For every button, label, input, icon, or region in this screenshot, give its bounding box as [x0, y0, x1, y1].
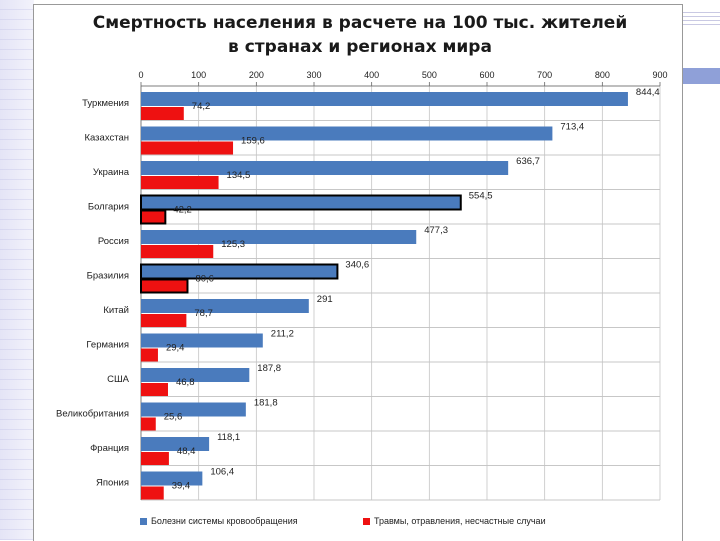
- data-label: 554,5: [469, 191, 493, 202]
- data-label: 211,2: [271, 329, 294, 340]
- category-label: Туркмения: [82, 98, 129, 109]
- legend-swatch-blue: [140, 518, 147, 526]
- data-label: 844,4: [636, 87, 660, 98]
- bar-injuries: [141, 486, 164, 500]
- category-label: Китай: [103, 305, 129, 316]
- x-tick-label: 500: [422, 70, 437, 80]
- x-tick-label: 600: [479, 70, 494, 80]
- bar-circulatory: [141, 437, 210, 451]
- bar-circulatory: [141, 92, 628, 106]
- chart-title-line-1: Смертность населения в расчете на 100 ты…: [92, 13, 628, 33]
- x-tick-label: 300: [306, 70, 321, 80]
- data-label: 78,7: [194, 308, 213, 319]
- legend-label-circulatory: Болезни системы кровообращения: [151, 516, 298, 526]
- right-decorative-lines: [670, 0, 720, 540]
- bar-circulatory: [141, 471, 203, 486]
- chart-title-line-2: в странах и регионах мира: [228, 37, 492, 57]
- bar-injuries: [141, 452, 169, 465]
- data-label: 713,4: [560, 122, 584, 133]
- legend-label-injuries: Травмы, отравления, несчастные случаи: [374, 516, 546, 526]
- data-label: 340,6: [345, 260, 369, 271]
- legend-item-circulatory: Болезни системы кровообращения: [140, 516, 298, 526]
- bar-circulatory: [140, 263, 339, 280]
- left-decorative-band: [0, 0, 34, 540]
- data-label: 39,4: [172, 481, 191, 492]
- bar-injuries: [140, 278, 189, 294]
- x-tick-label: 100: [191, 70, 206, 80]
- bar-injuries: [141, 245, 214, 258]
- data-label: 48,4: [177, 446, 196, 457]
- data-label: 42,2: [173, 205, 192, 216]
- bar-injuries: [141, 417, 156, 431]
- data-label: 159,6: [241, 136, 265, 147]
- category-label: Болгария: [88, 202, 129, 213]
- accent-box: [680, 68, 720, 84]
- bar-injuries: [140, 209, 167, 225]
- bar-injuries: [141, 383, 168, 396]
- data-label: 125,3: [221, 239, 245, 250]
- bar-circulatory: [141, 126, 553, 141]
- bar-injuries: [141, 107, 184, 120]
- data-label: 181,8: [254, 398, 278, 409]
- category-label: Великобритания: [56, 409, 129, 420]
- chart-title: Смертность населения в расчете на 100 ты…: [40, 11, 680, 59]
- bar-circulatory: [141, 402, 246, 417]
- x-tick-label: 200: [249, 70, 264, 80]
- category-label: Япония: [96, 478, 129, 489]
- bar-injuries: [141, 314, 187, 327]
- data-label: 477,3: [424, 225, 448, 236]
- data-label: 46,8: [176, 377, 195, 388]
- category-label: Украина: [93, 167, 130, 178]
- bar-circulatory: [141, 230, 417, 244]
- data-label: 25,6: [164, 412, 183, 423]
- data-label: 118,1: [217, 432, 240, 443]
- data-label: 291: [317, 294, 333, 305]
- legend-swatch-red: [363, 518, 370, 526]
- bar-injuries: [141, 176, 219, 189]
- legend-item-injuries: Травмы, отравления, несчастные случаи: [363, 516, 546, 526]
- bar-injuries: [141, 348, 158, 362]
- x-tick-label: 0: [138, 70, 143, 80]
- data-label: 74,2: [192, 101, 211, 112]
- category-label: Германия: [86, 340, 129, 351]
- x-tick-label: 900: [652, 70, 667, 80]
- bar-circulatory: [141, 299, 309, 313]
- data-label: 636,7: [516, 156, 540, 167]
- bar-circulatory: [140, 194, 462, 211]
- category-label: США: [107, 374, 130, 385]
- bar-injuries: [141, 141, 234, 155]
- data-label: 134,5: [227, 170, 251, 181]
- x-tick-label: 700: [537, 70, 552, 80]
- data-label: 29,4: [166, 343, 185, 354]
- category-label: Казахстан: [84, 133, 129, 144]
- data-label: 80,6: [195, 274, 214, 285]
- category-label: Франция: [90, 443, 129, 454]
- data-label: 106,4: [210, 467, 234, 478]
- x-tick-label: 800: [595, 70, 610, 80]
- bar-circulatory: [141, 161, 509, 175]
- x-tick-label: 400: [364, 70, 379, 80]
- category-label: Бразилия: [87, 271, 129, 282]
- category-label: Россия: [98, 236, 129, 247]
- bar-circulatory: [141, 368, 250, 382]
- data-label: 187,8: [257, 363, 281, 374]
- bar-circulatory: [141, 333, 263, 348]
